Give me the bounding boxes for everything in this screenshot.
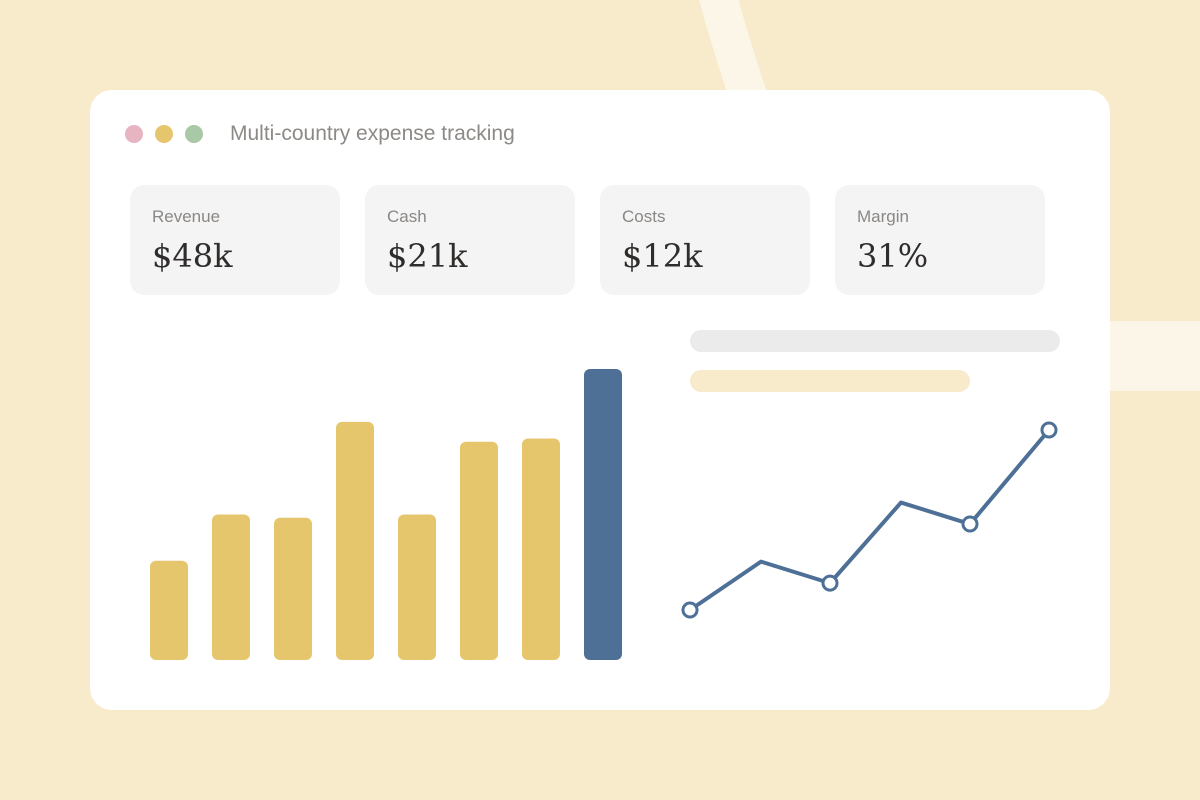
line-point[interactable] — [681, 601, 699, 619]
kpi-label: Margin — [857, 207, 909, 226]
kpi-card-revenue[interactable]: Revenue $48k — [130, 185, 340, 295]
kpi-card-cash[interactable]: Cash $21k — [365, 185, 575, 295]
bar[interactable] — [212, 514, 250, 661]
line-point[interactable] — [1040, 421, 1058, 439]
bar[interactable] — [522, 438, 560, 660]
charts-area — [150, 369, 1058, 661]
kpi-label: Cash — [387, 207, 427, 226]
kpi-value: $21k — [387, 237, 468, 275]
line-series — [688, 428, 1051, 612]
zoom-dot-icon[interactable] — [185, 125, 203, 143]
kpi-value: $48k — [152, 237, 233, 275]
bar[interactable] — [150, 560, 188, 660]
dashboard-window: Multi-country expense tracking Revenue $… — [90, 90, 1110, 710]
bar[interactable] — [584, 369, 622, 660]
kpi-card-margin[interactable]: Margin 31% — [835, 185, 1045, 295]
placeholder-text-bar — [690, 330, 1060, 352]
kpi-value: 31% — [857, 237, 929, 275]
minimize-dot-icon[interactable] — [155, 125, 173, 143]
kpi-label: Costs — [622, 207, 666, 226]
line-point[interactable] — [821, 574, 839, 592]
placeholder-text-bar — [690, 370, 970, 392]
bar[interactable] — [274, 517, 312, 660]
bar[interactable] — [460, 441, 498, 660]
kpi-card-costs[interactable]: Costs $12k — [600, 185, 810, 295]
line-point[interactable] — [961, 515, 979, 533]
kpi-value: $12k — [622, 237, 703, 275]
window-title: Multi-country expense tracking — [230, 122, 515, 145]
close-dot-icon[interactable] — [125, 125, 143, 143]
bar[interactable] — [336, 421, 374, 660]
kpi-label: Revenue — [152, 207, 221, 226]
bar[interactable] — [398, 514, 436, 661]
